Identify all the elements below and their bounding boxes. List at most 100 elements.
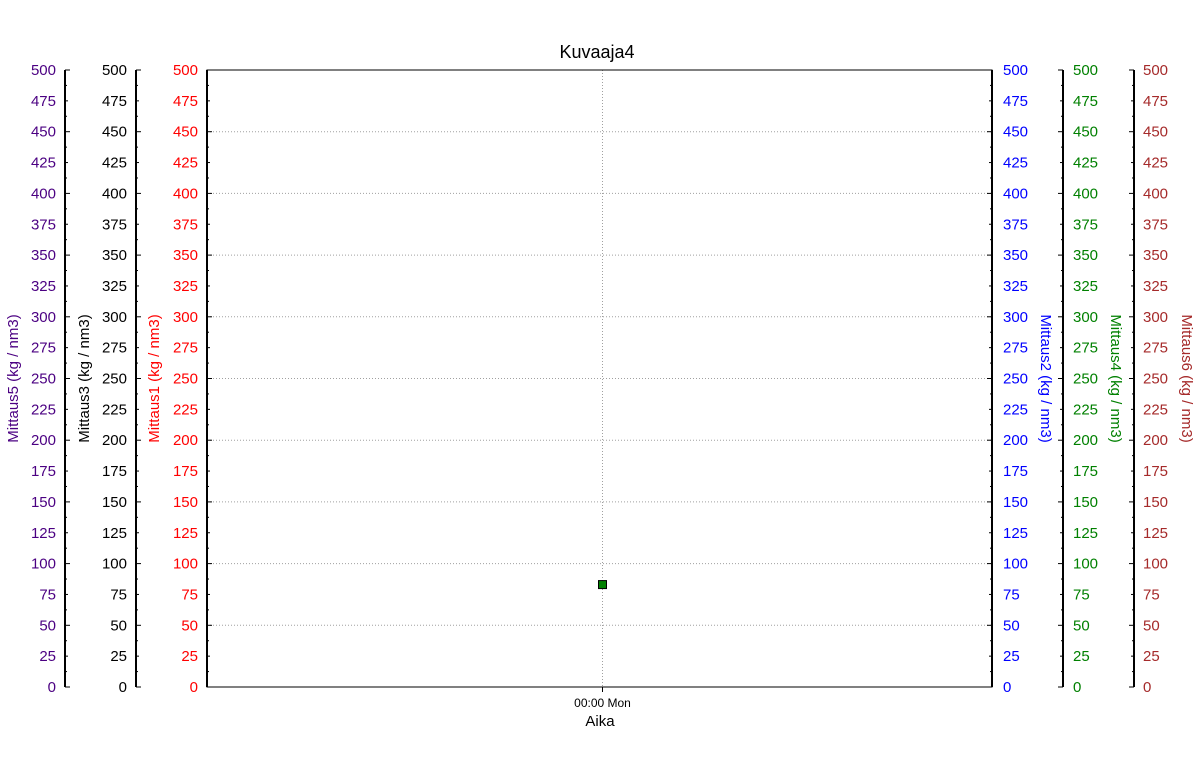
tick-label: 175 (1003, 463, 1028, 480)
tick-label: 450 (1003, 124, 1028, 141)
tick-label: 275 (1073, 340, 1098, 357)
tick-label: 175 (102, 463, 127, 480)
tick-label: 225 (1143, 401, 1168, 418)
tick-label: 375 (173, 216, 198, 233)
tick-label: 0 (1143, 679, 1151, 696)
tick-label: 425 (1073, 155, 1098, 172)
tick-label: 325 (1073, 278, 1098, 295)
tick-label: 175 (1073, 463, 1098, 480)
tick-label: 25 (181, 648, 198, 665)
tick-label: 500 (1003, 62, 1028, 79)
tick-label: 250 (173, 371, 198, 388)
tick-label: 325 (1143, 278, 1168, 295)
tick-label: 100 (1073, 556, 1098, 573)
x-tick-label: 00:00 Mon (574, 696, 631, 710)
tick-label: 400 (1003, 185, 1028, 202)
tick-label: 150 (31, 494, 56, 511)
y-axis-mittaus3: 0 25 50 75 100 125 150 175 200 225 250 275 300 325 350… (76, 62, 141, 696)
tick-label: 500 (31, 62, 56, 79)
tick-label: 350 (1143, 247, 1168, 264)
tick-label: 100 (102, 556, 127, 573)
tick-label: 375 (31, 216, 56, 233)
tick-label: 500 (102, 62, 127, 79)
tick-label: 175 (1143, 463, 1168, 480)
tick-label: 300 (31, 309, 56, 326)
tick-label: 225 (1073, 401, 1098, 418)
tick-label: 0 (1073, 679, 1081, 696)
data-point (598, 580, 607, 590)
tick-label: 0 (48, 679, 56, 696)
tick-label: 400 (1073, 185, 1098, 202)
tick-label: 300 (1073, 309, 1098, 326)
y-axis-title: Mittaus5 (kg / nm3) (5, 314, 22, 442)
tick-label: 225 (31, 401, 56, 418)
tick-label: 350 (1073, 247, 1098, 264)
tick-label: 125 (1143, 525, 1168, 542)
tick-label: 400 (102, 185, 127, 202)
tick-label: 150 (1003, 494, 1028, 511)
tick-label: 400 (173, 185, 198, 202)
tick-label: 375 (1003, 216, 1028, 233)
tick-label: 125 (1003, 525, 1028, 542)
tick-label: 25 (1003, 648, 1020, 665)
tick-label: 125 (31, 525, 56, 542)
tick-label: 50 (181, 617, 198, 634)
tick-label: 50 (110, 617, 127, 634)
x-axis-title: Aika (585, 713, 615, 730)
tick-label: 75 (1143, 586, 1160, 603)
tick-label: 225 (1003, 401, 1028, 418)
tick-label: 275 (31, 340, 56, 357)
tick-label: 500 (1143, 62, 1168, 79)
tick-label: 450 (1143, 124, 1168, 141)
tick-label: 0 (119, 679, 127, 696)
tick-label: 425 (173, 155, 198, 172)
tick-label: 300 (1003, 309, 1028, 326)
tick-label: 25 (110, 648, 127, 665)
x-axis: 00:00 Mon (574, 687, 631, 710)
tick-label: 375 (1143, 216, 1168, 233)
tick-label: 250 (102, 371, 127, 388)
tick-label: 375 (1073, 216, 1098, 233)
tick-label: 350 (31, 247, 56, 264)
tick-label: 475 (1073, 93, 1098, 110)
y-axes: 0255075100125150175200225250275300325350… (5, 62, 1195, 696)
tick-label: 50 (1143, 617, 1160, 634)
tick-label: 425 (1003, 155, 1028, 172)
tick-label: 75 (1073, 586, 1090, 603)
tick-label: 350 (173, 247, 198, 264)
tick-label: 0 (190, 679, 198, 696)
tick-label: 25 (39, 648, 56, 665)
tick-label: 150 (173, 494, 198, 511)
tick-label: 475 (1003, 93, 1028, 110)
tick-label: 200 (1143, 432, 1168, 449)
tick-label: 25 (1073, 648, 1090, 665)
tick-label: 350 (102, 247, 127, 264)
tick-label: 200 (1003, 432, 1028, 449)
tick-label: 250 (1073, 371, 1098, 388)
tick-label: 475 (31, 93, 56, 110)
tick-label: 125 (173, 525, 198, 542)
y-axis-title: Mittaus6 (kg / nm3) (1178, 314, 1195, 442)
tick-label: 200 (173, 432, 198, 449)
tick-label: 125 (1073, 525, 1098, 542)
tick-label: 450 (173, 124, 198, 141)
tick-label: 200 (31, 432, 56, 449)
tick-label: 325 (1003, 278, 1028, 295)
tick-label: 225 (102, 401, 127, 418)
tick-label: 450 (31, 124, 56, 141)
tick-label: 75 (110, 586, 127, 603)
tick-label: 100 (1143, 556, 1168, 573)
tick-label: 275 (173, 340, 198, 357)
tick-label: 250 (1003, 371, 1028, 388)
tick-label: 450 (102, 124, 127, 141)
y-axis-mittaus6: 0 25 50 75 100 125 150 175 200 225 250 275 300 325 350… (1129, 62, 1195, 696)
tick-label: 275 (1003, 340, 1028, 357)
tick-label: 75 (1003, 586, 1020, 603)
tick-label: 475 (173, 93, 198, 110)
y-axis-mittaus4: 0 25 50 75 100 125 150 175 200 225 250 275 300 325 350… (1058, 62, 1124, 696)
tick-label: 300 (102, 309, 127, 326)
data-points (598, 580, 607, 590)
tick-label: 175 (173, 463, 198, 480)
grid (207, 70, 992, 687)
tick-label: 375 (102, 216, 127, 233)
